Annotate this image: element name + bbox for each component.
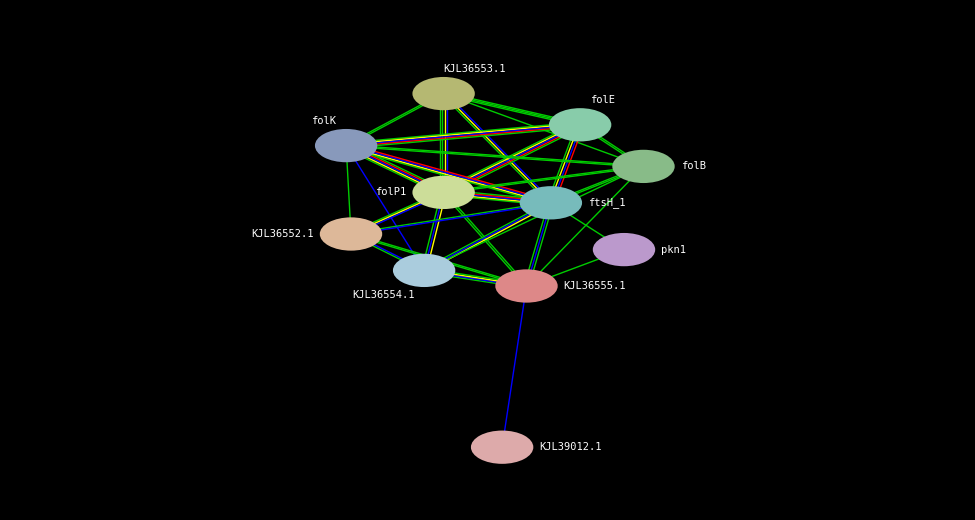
Circle shape: [412, 77, 475, 110]
Text: folE: folE: [590, 95, 615, 105]
Circle shape: [393, 254, 455, 287]
Circle shape: [593, 233, 655, 266]
Circle shape: [549, 108, 611, 141]
Circle shape: [315, 129, 377, 162]
Text: folB: folB: [681, 161, 706, 172]
Circle shape: [412, 176, 475, 209]
Text: KJL36555.1: KJL36555.1: [564, 281, 626, 291]
Circle shape: [471, 431, 533, 464]
Circle shape: [495, 269, 558, 303]
Text: KJL36553.1: KJL36553.1: [444, 64, 506, 74]
Text: folK: folK: [311, 116, 336, 126]
Circle shape: [520, 186, 582, 219]
Circle shape: [320, 217, 382, 251]
Text: KJL39012.1: KJL39012.1: [539, 442, 602, 452]
Text: folP1: folP1: [375, 187, 407, 198]
Text: KJL36554.1: KJL36554.1: [352, 290, 414, 300]
Text: ftsH_1: ftsH_1: [588, 198, 625, 208]
Circle shape: [612, 150, 675, 183]
Text: pkn1: pkn1: [661, 244, 686, 255]
Text: KJL36552.1: KJL36552.1: [252, 229, 314, 239]
